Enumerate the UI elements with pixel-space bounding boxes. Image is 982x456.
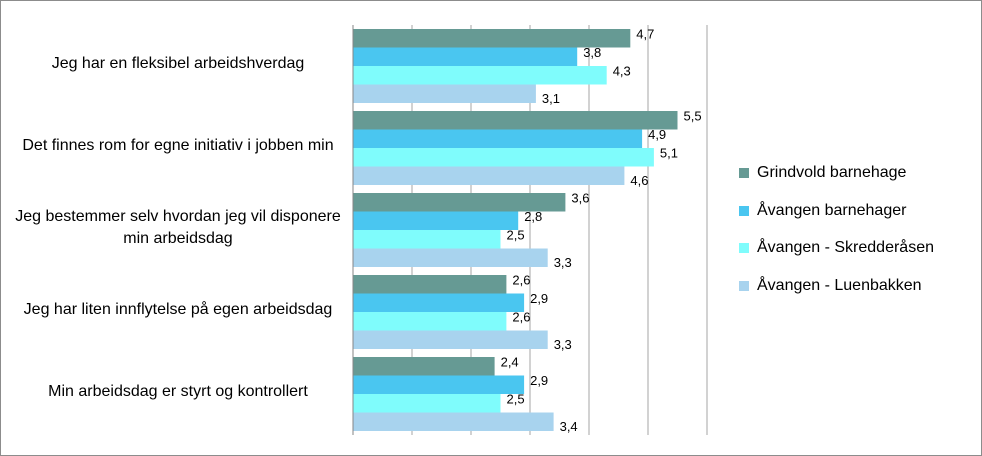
legend-item: Åvangen barnehager	[739, 202, 906, 220]
bar	[353, 394, 501, 413]
category-label: Jeg har liten innflytelse på egen arbeid…	[23, 301, 333, 318]
value-label: 2,4	[501, 355, 519, 370]
value-label: 2,6	[512, 310, 530, 325]
bar	[353, 275, 507, 294]
value-label: 3,3	[554, 255, 572, 270]
value-label: 2,5	[507, 392, 525, 407]
legend-label: Åvangen - Luenbakken	[757, 276, 922, 294]
value-label: 2,5	[507, 228, 525, 243]
bar	[353, 211, 519, 230]
bar	[353, 375, 525, 394]
legend-label: Åvangen barnehager	[757, 201, 907, 219]
value-label: 5,5	[684, 109, 702, 124]
bar	[353, 166, 625, 185]
legend-swatch	[739, 168, 749, 178]
value-label: 3,3	[554, 337, 572, 352]
bar	[353, 293, 525, 312]
value-label: 2,9	[530, 373, 548, 388]
legend-item: Grindvold barnehage	[739, 164, 906, 182]
bar	[353, 47, 578, 66]
bar	[353, 29, 631, 48]
legend-label: Åvangen - Skredderåsen	[757, 239, 934, 256]
value-label: 4,9	[648, 127, 666, 142]
value-label: 3,4	[560, 419, 578, 434]
bar	[353, 412, 554, 431]
bar	[353, 84, 536, 103]
bar	[353, 330, 548, 349]
bar	[353, 66, 607, 85]
value-label: 5,1	[660, 146, 678, 161]
bar	[353, 193, 566, 212]
legend-item: Åvangen - Luenbakken	[739, 277, 922, 295]
category-label: Det finnes rom for egne initiativ i jobb…	[22, 137, 334, 154]
value-label: 2,6	[512, 273, 530, 288]
category-label: Min arbeidsdag er styrt og kontrollert	[48, 383, 308, 400]
value-label: 4,7	[636, 27, 654, 42]
bar	[353, 230, 501, 249]
value-label: 3,8	[583, 45, 601, 60]
legend-label: Grindvold barnehage	[757, 164, 907, 181]
legend-swatch	[739, 205, 749, 216]
bar	[353, 129, 643, 148]
legend-swatch	[739, 243, 749, 253]
value-label: 3,1	[542, 91, 560, 106]
bar	[353, 312, 507, 331]
bar	[353, 248, 548, 267]
bar	[353, 148, 654, 167]
value-label: 2,9	[530, 291, 548, 306]
category-label: Jeg har en fleksibel arbeidshverdag	[51, 55, 305, 72]
value-label: 4,3	[613, 64, 631, 79]
bar	[353, 357, 495, 376]
value-label: 3,6	[571, 191, 589, 206]
bar	[353, 111, 678, 130]
legend-item: Åvangen - Skredderåsen	[739, 239, 934, 257]
category-label: Jeg bestemmer selv hvordan jeg vil dispo…	[15, 208, 341, 247]
legend-swatch	[739, 280, 749, 291]
value-label: 4,6	[630, 173, 648, 188]
value-label: 2,8	[524, 209, 542, 224]
